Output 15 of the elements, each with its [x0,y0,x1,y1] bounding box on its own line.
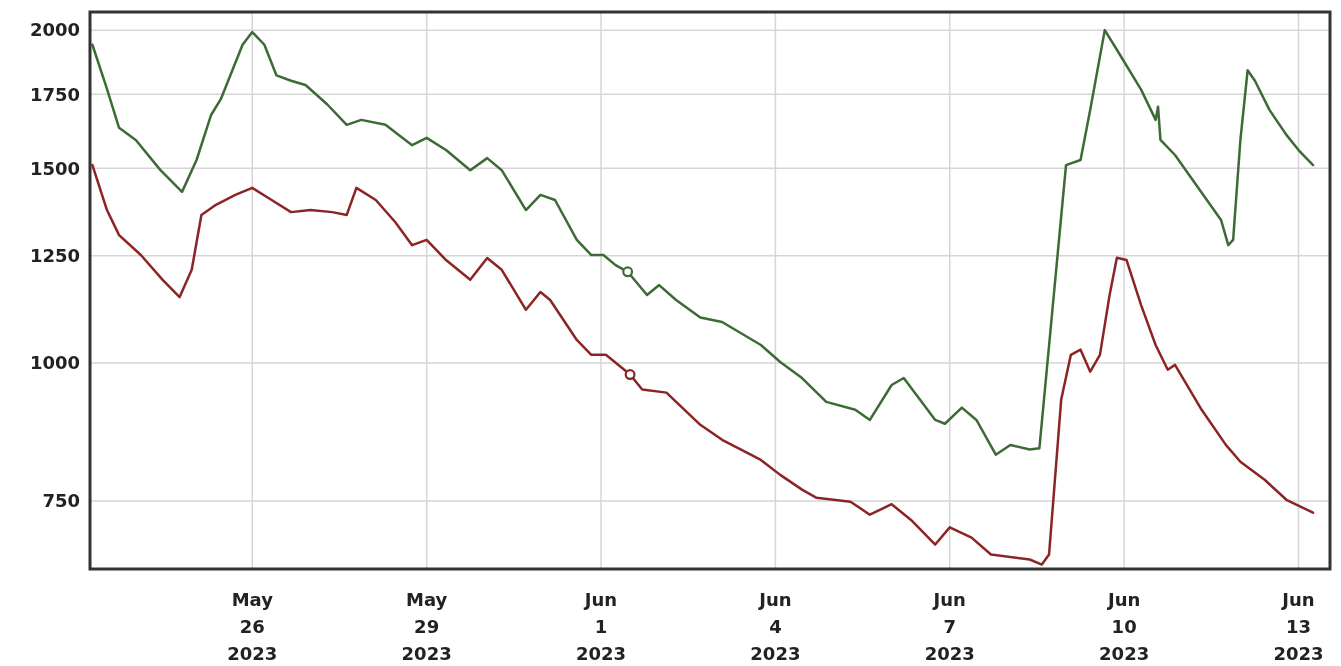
y-tick-label: 1250 [29,245,80,267]
x-tick-label: May 26 2023 [227,589,278,664]
line-series [91,28,1315,456]
x-tick-label: Jun 13 2023 [1273,589,1324,664]
y-tick-label: 750 [42,490,80,512]
y-tick-label: 2000 [29,19,80,41]
y-tick-label: 1750 [29,83,80,105]
x-tick-label: Jun 7 2023 [924,589,975,664]
x-tick-label: May 29 2023 [401,589,452,664]
y-tick-label: 1000 [29,352,80,374]
x-tick-label: Jun 1 2023 [575,589,627,664]
line-series [91,163,1315,566]
x-tick-label: Jun 4 2023 [750,589,801,664]
y-tick-label: 1500 [29,157,80,179]
x-tick-label: Jun 10 2023 [1099,589,1150,664]
